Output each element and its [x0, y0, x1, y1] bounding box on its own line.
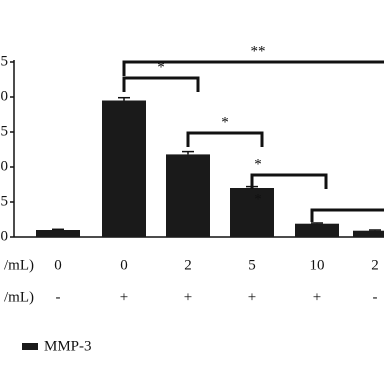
significance-bracket: [122, 60, 384, 76]
significance-label: *: [221, 114, 229, 130]
significance-bracket: [310, 208, 384, 222]
legend-swatch: [22, 343, 38, 350]
treatment-label: +: [184, 289, 192, 305]
row-label: /mL): [4, 257, 34, 273]
x-tick-label: 2: [184, 257, 192, 273]
bar: [102, 100, 146, 237]
bar: [295, 223, 339, 237]
row-label: /mL): [4, 289, 34, 305]
bar: [353, 230, 384, 237]
y-tick-label: 0: [1, 88, 9, 104]
bar: [36, 230, 80, 237]
treatment-label: +: [313, 289, 321, 305]
x-tick-label: 2: [371, 257, 379, 273]
y-tick-label: 5: [1, 123, 9, 139]
y-tick-label: 5: [1, 53, 9, 69]
significance-bracket: [122, 76, 200, 92]
significance-label: *: [254, 191, 262, 207]
significance-label: *: [254, 156, 262, 172]
y-tick-label: 0: [1, 158, 9, 174]
significance-bracket: [186, 131, 264, 147]
y-tick-label: 5: [1, 193, 9, 209]
treatment-label: +: [248, 289, 256, 305]
significance-label: *: [157, 59, 165, 75]
x-tick-label: 0: [120, 257, 128, 273]
treatment-label: +: [120, 289, 128, 305]
treatment-label: -: [56, 289, 61, 305]
x-tick-label: 10: [310, 257, 325, 273]
treatment-label: -: [373, 289, 378, 305]
significance-label: **: [251, 43, 266, 59]
y-tick-label: 0: [1, 228, 9, 244]
x-tick-label: 5: [248, 257, 256, 273]
significance-bracket: [250, 173, 328, 189]
bar: [230, 188, 274, 237]
bar: [166, 154, 210, 237]
x-tick-label: 0: [54, 257, 62, 273]
legend-label: MMP-3: [44, 338, 92, 354]
